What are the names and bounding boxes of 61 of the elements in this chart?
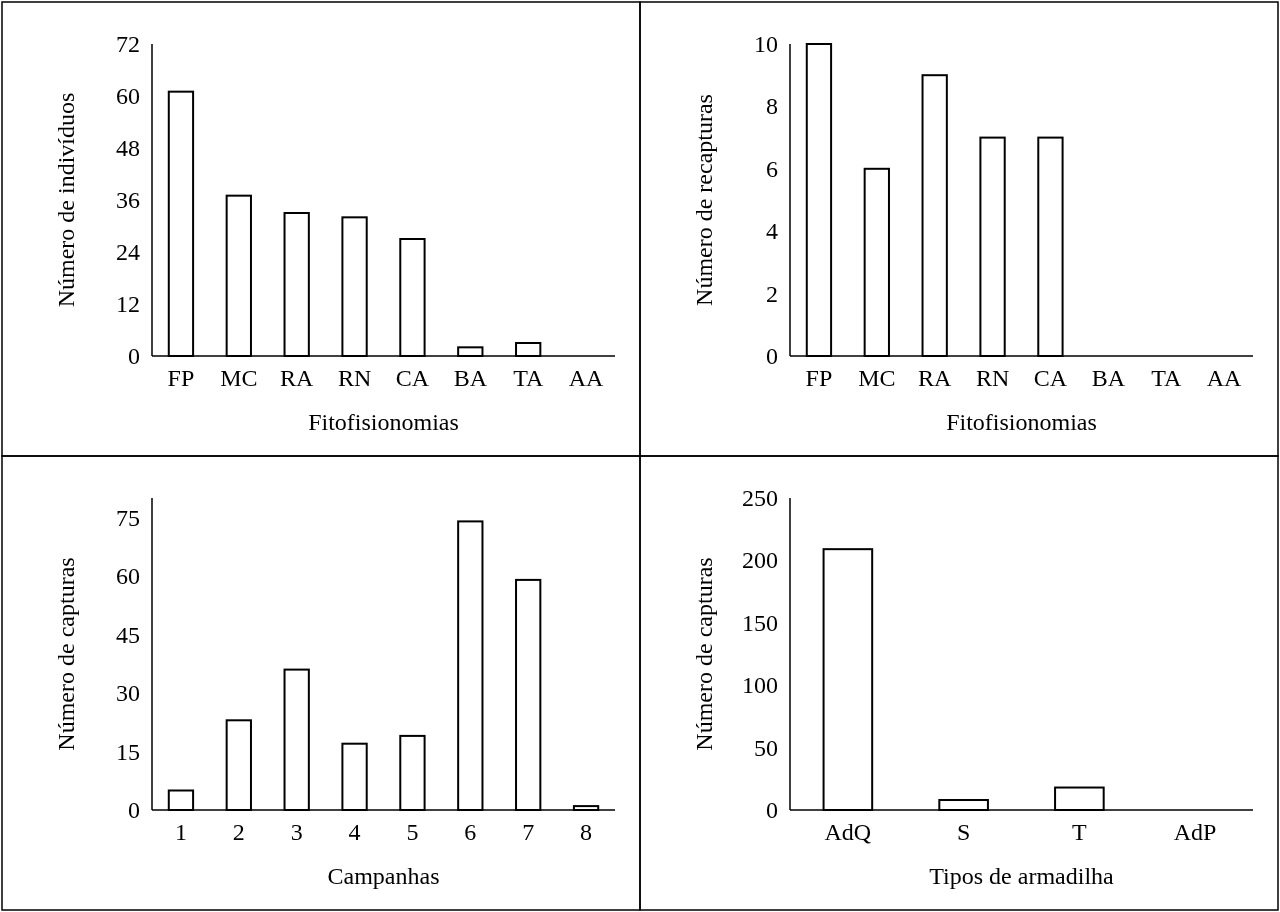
x-tick-label: FP: [805, 365, 833, 391]
y-tick-label: 2: [766, 280, 778, 307]
y-tick-label: 75: [116, 504, 140, 531]
y-tick-label: 48: [116, 135, 140, 161]
y-tick-label: 12: [116, 291, 140, 317]
x-tick-label: 3: [290, 819, 303, 845]
x-tick-label: MC: [858, 365, 896, 391]
x-axis-title: Campanhas: [327, 863, 440, 889]
y-axis-title: Número de capturas: [53, 557, 79, 751]
x-tick-label: 7: [522, 819, 535, 845]
y-tick-label: 0: [128, 343, 140, 369]
y-tick-label: 4: [766, 218, 778, 245]
y-tick-label: 60: [116, 83, 140, 109]
x-tick-label: 8: [580, 819, 593, 845]
x-tick-label: AdQ: [824, 819, 872, 845]
y-axis-title: Número de capturas: [691, 557, 717, 751]
x-axis-title: Fitofisionomias: [946, 409, 1097, 435]
y-tick-label: 150: [742, 609, 778, 636]
x-tick-label: RN: [337, 365, 372, 391]
x-tick-label: RA: [918, 365, 953, 391]
y-tick-label: 30: [116, 680, 140, 706]
x-tick-label: AA: [568, 365, 605, 391]
y-tick-label: 250: [742, 485, 778, 511]
y-tick-label: 45: [116, 621, 140, 648]
x-tick-label: TA: [513, 365, 544, 391]
y-tick-label: 6: [766, 155, 778, 182]
y-tick-label: 0: [128, 797, 140, 823]
x-tick-label: 6: [464, 819, 477, 845]
y-tick-label: 100: [742, 672, 778, 699]
x-tick-label: 5: [406, 819, 419, 845]
y-axis-title: Número de indivíduos: [53, 92, 79, 308]
x-tick-label: S: [956, 819, 971, 845]
y-tick-label: 50: [754, 734, 778, 761]
x-tick-label: T: [1072, 819, 1088, 845]
x-tick-label: BA: [453, 365, 488, 391]
y-tick-label: 200: [742, 547, 778, 574]
x-tick-label: 4: [348, 819, 361, 845]
x-tick-label: BA: [1091, 365, 1126, 391]
x-tick-label: CA: [1033, 365, 1068, 391]
x-tick-label: CA: [395, 365, 430, 391]
x-axis-title: Fitofisionomias: [308, 409, 459, 435]
y-tick-label: 24: [116, 239, 140, 265]
y-tick-label: 36: [116, 187, 140, 213]
y-tick-label: 60: [116, 563, 140, 589]
x-tick-label: 2: [232, 819, 245, 845]
x-tick-label: 1: [174, 819, 187, 845]
x-tick-label: RA: [280, 365, 315, 391]
x-tick-label: AdP: [1173, 819, 1217, 845]
x-tick-label: TA: [1151, 365, 1182, 391]
x-axis-title: Tipos de armadilha: [929, 863, 1115, 889]
y-tick-label: 0: [766, 797, 778, 823]
x-tick-label: FP: [167, 365, 195, 391]
y-tick-label: 15: [116, 738, 140, 765]
y-tick-label: 72: [116, 31, 140, 57]
x-tick-label: AA: [1206, 365, 1243, 391]
x-tick-label: MC: [220, 365, 258, 391]
y-tick-label: 8: [766, 93, 778, 120]
x-tick-label: RN: [975, 365, 1010, 391]
y-axis-title: Número de recapturas: [691, 94, 717, 306]
y-tick-label: 0: [766, 343, 778, 369]
y-tick-label: 10: [754, 31, 778, 57]
